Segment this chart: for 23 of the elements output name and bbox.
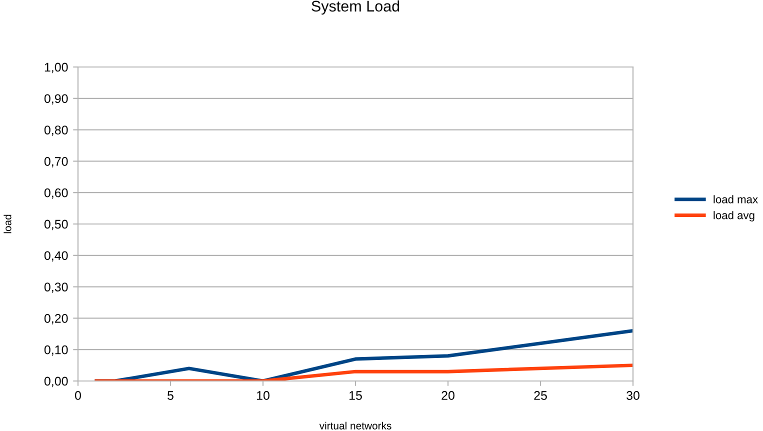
x-tick-label: 25 bbox=[534, 391, 547, 400]
y-tick-label: 0,10 bbox=[44, 345, 68, 356]
y-tick-label: 1,00 bbox=[44, 62, 68, 74]
x-tick-label: 5 bbox=[168, 391, 174, 400]
y-tick-label: 0,60 bbox=[44, 188, 68, 199]
chart-title: System Load bbox=[312, 0, 400, 15]
y-tick-label: 0,40 bbox=[44, 251, 68, 262]
y-tick-label: 0,80 bbox=[44, 126, 68, 136]
y-tick-label: 0,30 bbox=[44, 282, 68, 293]
x-axis-title: virtual networks bbox=[319, 422, 392, 430]
x-tick-label: 10 bbox=[257, 391, 270, 400]
legend-label: load avg bbox=[714, 211, 754, 222]
legend-label: load max bbox=[714, 195, 758, 204]
y-tick-label: 0,50 bbox=[44, 220, 68, 230]
y-tick-label: 0,00 bbox=[44, 376, 68, 388]
y-tick-label: 0,70 bbox=[44, 157, 68, 168]
x-tick-label: 0 bbox=[75, 391, 81, 400]
x-tick-label: 30 bbox=[626, 391, 640, 400]
x-tick-label: 15 bbox=[350, 391, 362, 400]
y-tick-label: 0,20 bbox=[44, 314, 68, 324]
x-tick-label: 20 bbox=[442, 391, 454, 400]
y-axis-title: load bbox=[4, 214, 12, 234]
y-tick-label: 0,90 bbox=[44, 94, 68, 105]
